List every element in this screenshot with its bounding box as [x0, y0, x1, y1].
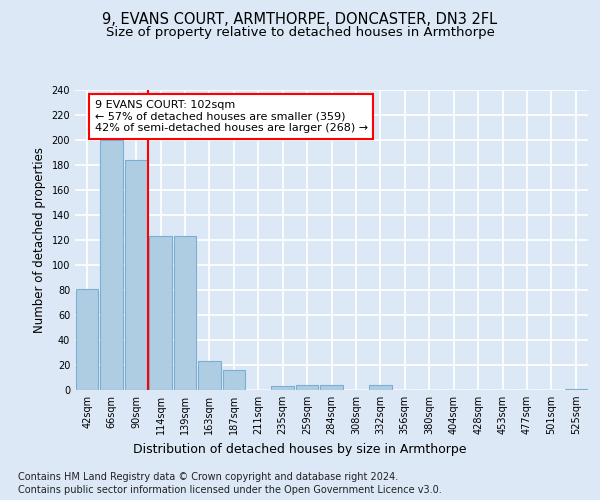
Bar [100, 140, 123, 390]
Bar [271, 386, 294, 390]
Bar [565, 389, 587, 390]
Text: Contains public sector information licensed under the Open Government Licence v3: Contains public sector information licen… [18, 485, 442, 495]
Y-axis label: Number of detached properties: Number of detached properties [33, 147, 46, 333]
Text: Size of property relative to detached houses in Armthorpe: Size of property relative to detached ho… [106, 26, 494, 39]
Bar [125, 160, 148, 390]
Bar [76, 289, 98, 390]
Bar [369, 385, 392, 390]
Bar [198, 361, 221, 390]
Text: Distribution of detached houses by size in Armthorpe: Distribution of detached houses by size … [133, 442, 467, 456]
Bar [173, 236, 196, 390]
Bar [223, 370, 245, 390]
Text: Contains HM Land Registry data © Crown copyright and database right 2024.: Contains HM Land Registry data © Crown c… [18, 472, 398, 482]
Bar [149, 236, 172, 390]
Text: 9, EVANS COURT, ARMTHORPE, DONCASTER, DN3 2FL: 9, EVANS COURT, ARMTHORPE, DONCASTER, DN… [103, 12, 497, 28]
Bar [296, 385, 319, 390]
Text: 9 EVANS COURT: 102sqm
← 57% of detached houses are smaller (359)
42% of semi-det: 9 EVANS COURT: 102sqm ← 57% of detached … [95, 100, 368, 133]
Bar [320, 385, 343, 390]
